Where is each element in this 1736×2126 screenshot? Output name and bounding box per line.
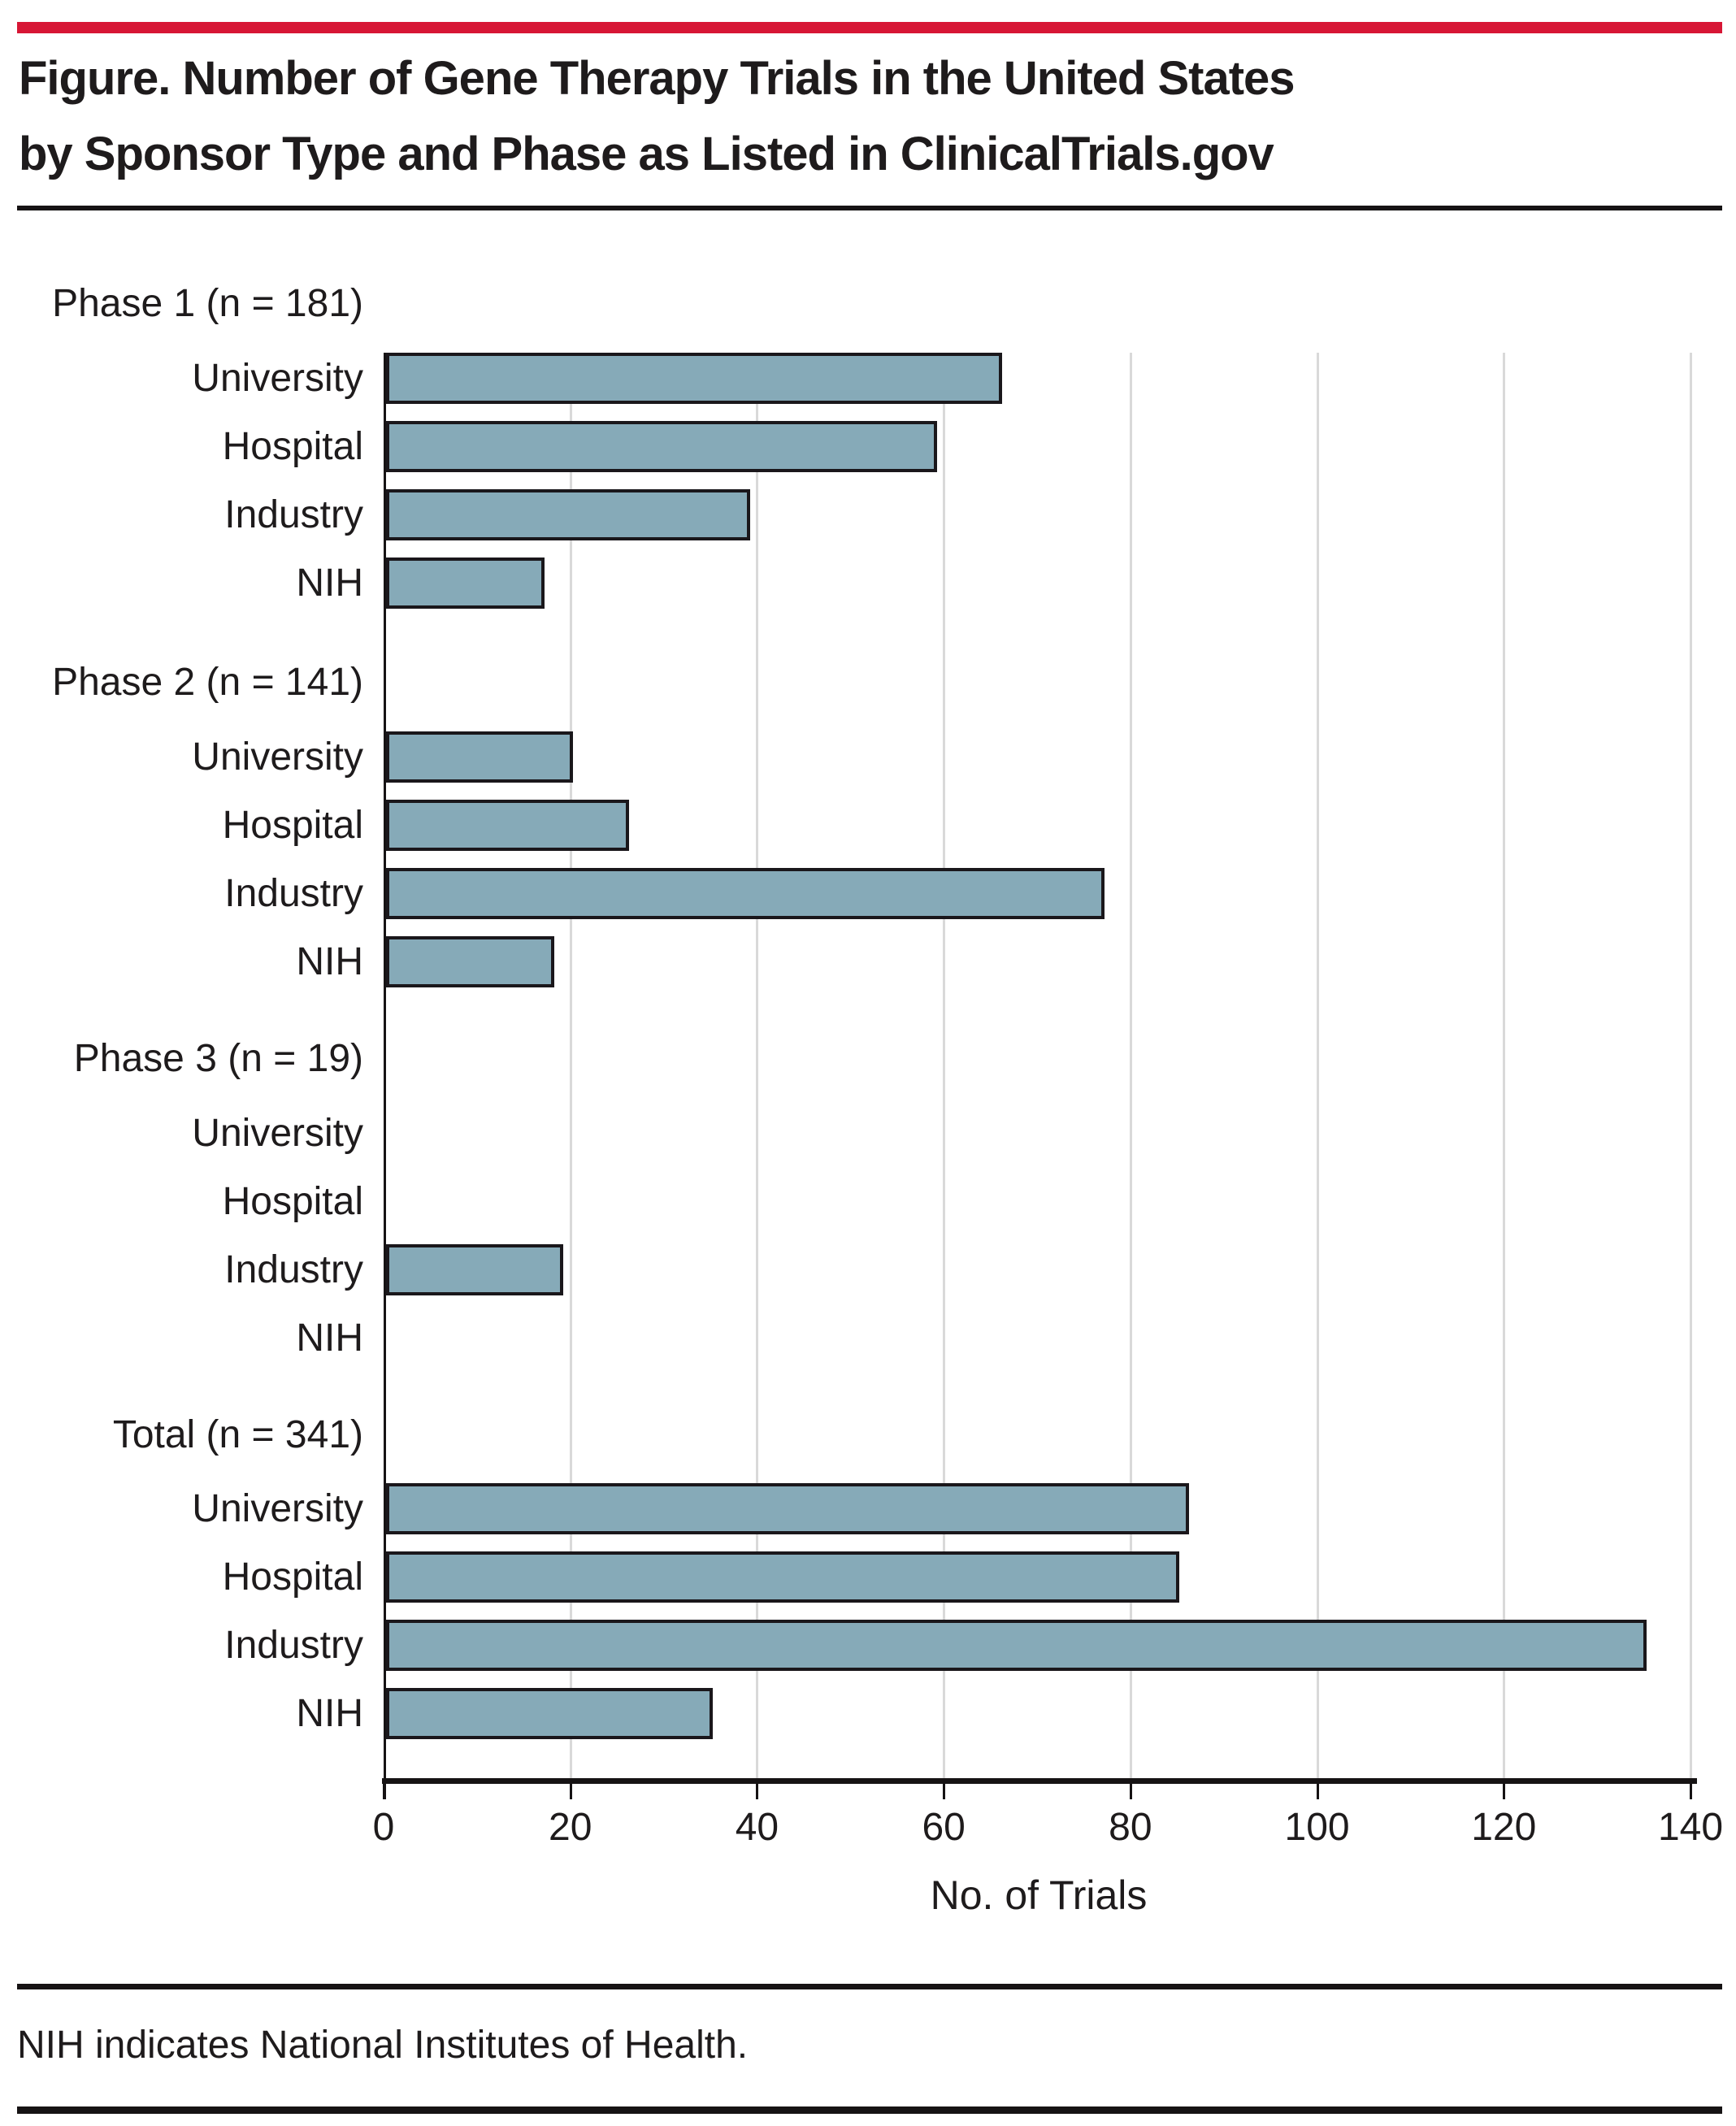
bar-category-label: University [192,357,363,400]
bar-category-label: Industry [224,872,363,915]
bar-category-label: NIH [296,940,363,983]
bar-category-label: Hospital [222,804,363,847]
bar-category-label: NIH [296,562,363,605]
bar-category-label: Hospital [222,425,363,468]
x-tick [1503,1784,1506,1799]
gridline [569,353,572,1781]
bar-category-label: NIH [296,1317,363,1360]
phase-section-label: Phase 2 (n = 141) [52,661,363,704]
gridline [1503,353,1506,1781]
x-tick [1316,1784,1319,1799]
bar [386,936,554,987]
bar [386,868,1105,919]
x-tick-label: 120 [1471,1806,1537,1849]
x-tick-label: 40 [735,1806,779,1849]
gridline [1690,353,1692,1781]
bar-category-label: University [192,1487,363,1530]
bar-category-label: Industry [224,1248,363,1291]
bar [386,1551,1179,1603]
figure-footnote: NIH indicates National Institutes of Hea… [17,2024,749,2067]
x-tick [1690,1784,1692,1799]
bar [386,558,545,609]
bar [386,489,750,540]
footer-divider-rule-bottom [17,2106,1722,2114]
x-tick [1129,1784,1132,1799]
bar [386,1244,563,1295]
bar [386,1688,713,1739]
title-divider-rule [17,206,1722,210]
x-tick-label: 0 [372,1806,395,1849]
x-tick [943,1784,946,1799]
phase-section-label: Phase 1 (n = 181) [52,282,363,325]
x-tick-label: 20 [549,1806,592,1849]
bar-category-label: Hospital [222,1555,363,1599]
bar-category-label: University [192,735,363,779]
bar-category-label: NIH [296,1692,363,1735]
bar [386,1620,1647,1671]
bar [386,421,937,472]
x-tick [756,1784,759,1799]
gridline [1316,353,1319,1781]
bar [386,353,1002,404]
x-tick-label: 60 [922,1806,966,1849]
phase-section-label: Phase 3 (n = 19) [73,1037,363,1080]
x-tick [569,1784,572,1799]
figure-title-line1: Figure. Number of Gene Therapy Trials in… [19,52,1295,105]
x-tick [383,1784,385,1799]
bar-category-label: Industry [224,1624,363,1667]
x-axis-line [382,1778,1697,1784]
x-tick-label: 140 [1657,1806,1724,1849]
gridline [943,353,946,1781]
bar [386,731,573,783]
gridline [1129,353,1132,1781]
figure-title-line2: by Sponsor Type and Phase as Listed in C… [19,128,1274,180]
x-tick-label: 80 [1109,1806,1152,1849]
bar-category-label: Industry [224,493,363,536]
phase-section-label: Total (n = 341) [112,1413,363,1456]
bar-category-label: Hospital [222,1180,363,1223]
jama-red-header-bar [17,22,1722,33]
y-axis-line [384,353,386,1799]
x-tick-label: 100 [1284,1806,1350,1849]
bar [386,1483,1189,1534]
figure-title: Figure. Number of Gene Therapy Trials in… [19,41,1709,192]
footer-divider-rule-top [17,1984,1722,1989]
bar-category-label: University [192,1112,363,1155]
x-axis-title: No. of Trials [930,1872,1148,1918]
bar [386,800,629,851]
gridline [756,353,759,1781]
